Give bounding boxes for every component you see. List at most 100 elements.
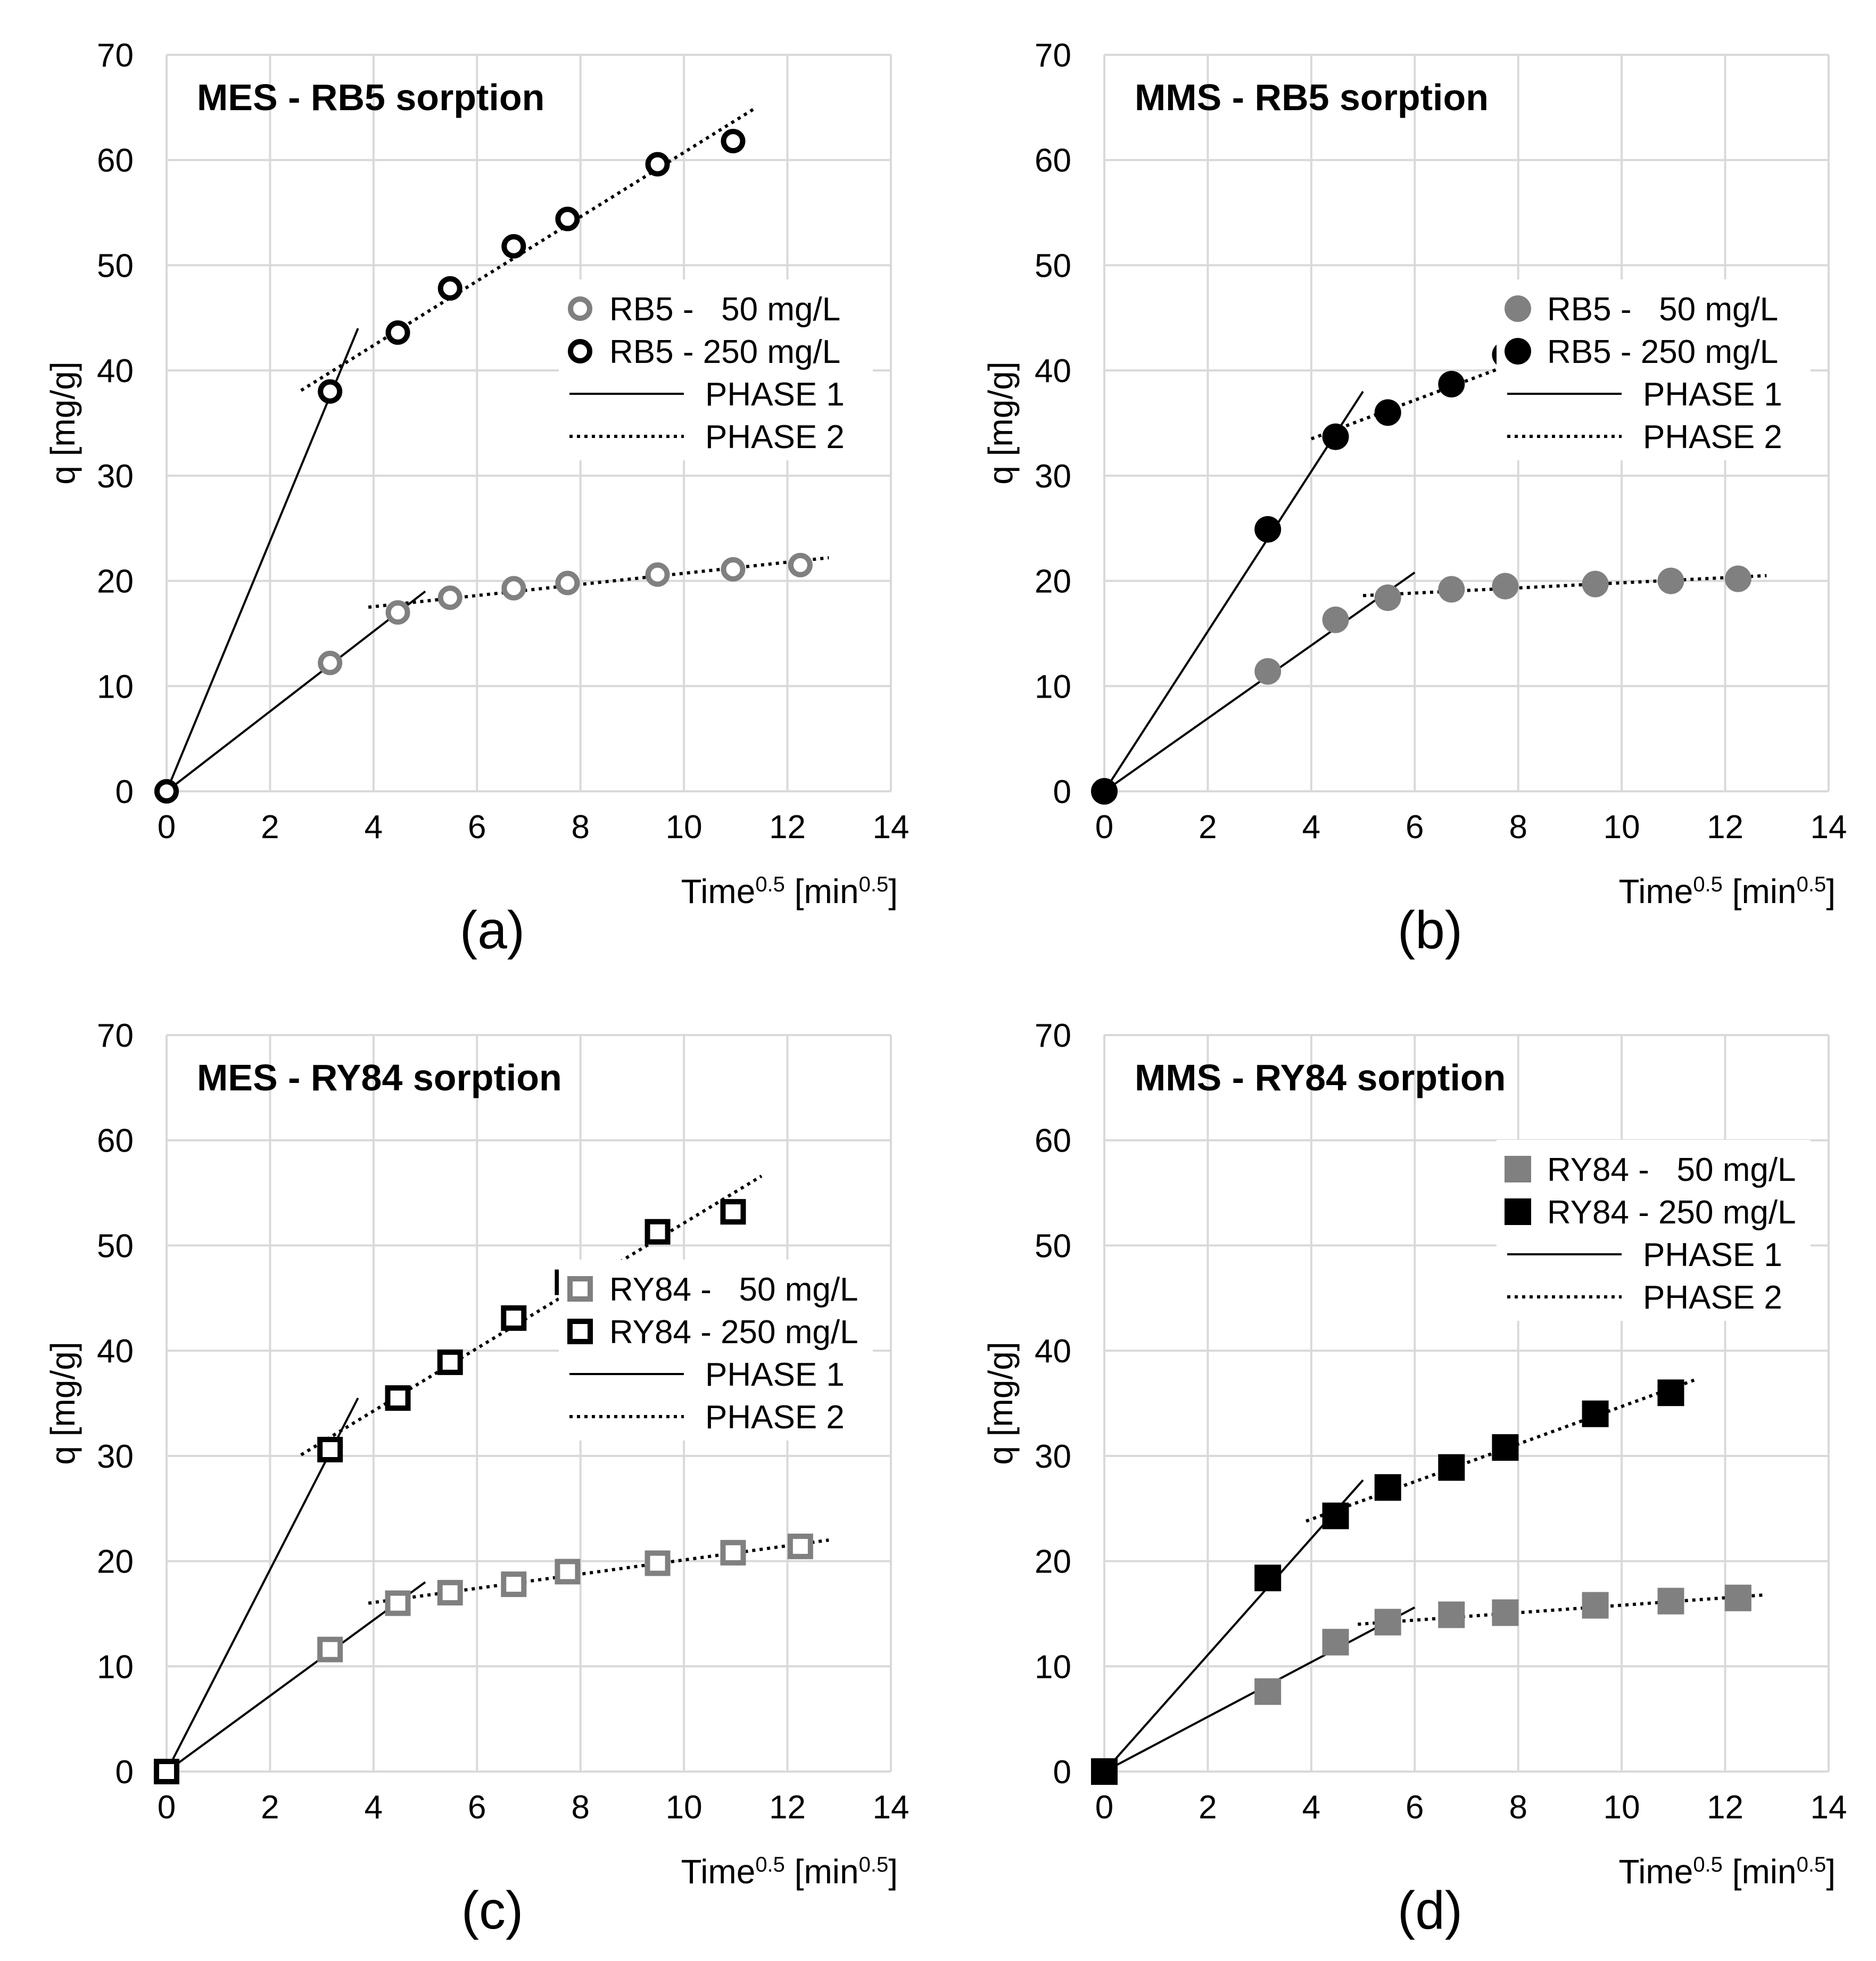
x-tick-label: 12	[1707, 1789, 1743, 1826]
y-tick-label: 10	[1035, 1649, 1071, 1685]
x-tick-label: 8	[1509, 809, 1527, 846]
data-point	[385, 1385, 411, 1411]
data-point	[555, 570, 580, 595]
data-point	[1657, 1587, 1684, 1615]
x-tick-label: 4	[1302, 809, 1320, 846]
legend: RB5 - 50 mg/L RB5 - 250 mg/L PHASE 1 PHASE …	[559, 279, 873, 460]
x-tick-label: 6	[468, 809, 486, 846]
tick-labels: 0 10 20 30 40 50 60 70 0 2 4 6 8 10 12 14	[97, 1017, 909, 1826]
x-axis-label-sup: 0.5	[755, 873, 785, 896]
data-point	[720, 1540, 746, 1566]
chart-panel-d: 0 10 20 30 40 50 60 70 0 2 4 6 8 10 12 14 q [mg/g] Time0.…	[938, 980, 1876, 1961]
x-axis-label-unit-base: [min	[785, 1852, 859, 1891]
y-tick-label: 70	[97, 1017, 134, 1054]
y-tick-label: 20	[97, 1544, 134, 1581]
x-axis-label-sup: 0.5	[755, 1853, 785, 1876]
y-tick-label: 40	[97, 1333, 134, 1370]
data-point	[1254, 1565, 1282, 1592]
legend-marker	[1505, 1156, 1531, 1182]
legend-label: PHASE 2	[705, 1399, 845, 1436]
x-tick-label: 12	[769, 809, 806, 846]
data-point	[501, 576, 526, 601]
x-tick-label: 0	[1095, 809, 1113, 846]
x-tick-label: 12	[1707, 809, 1743, 846]
data-point	[644, 1550, 671, 1576]
panel-label: (d)	[1398, 1881, 1462, 1940]
x-axis-label: Time0.5 [min0.5]	[681, 1852, 898, 1891]
data-point	[555, 206, 580, 231]
x-tick-label: 6	[1406, 1789, 1424, 1826]
phase-2-fit-line	[300, 1174, 763, 1457]
data-point	[501, 1305, 527, 1331]
data-point	[437, 1349, 463, 1375]
series-50-mg-l	[154, 1533, 813, 1784]
data-point	[501, 234, 526, 259]
data-point	[1492, 1599, 1519, 1626]
x-axis-label-base: Time	[681, 1852, 755, 1891]
legend-background	[1497, 279, 1811, 460]
x-axis-label: Time0.5 [min0.5]	[681, 872, 898, 911]
data-point	[1322, 1628, 1349, 1656]
data-point	[154, 779, 179, 804]
legend-label: PHASE 2	[1643, 419, 1782, 456]
x-axis-label-base: Time	[1618, 872, 1693, 911]
legend-background	[1497, 1140, 1811, 1321]
data-point	[1582, 1592, 1609, 1619]
series-50-mg-l	[1091, 1584, 1751, 1785]
series-250-mg-l	[1091, 1379, 1684, 1785]
x-tick-label: 12	[769, 1789, 806, 1826]
y-axis-label: q [mg/g]	[981, 1342, 1020, 1464]
x-tick-label: 14	[873, 1789, 910, 1826]
x-tick-label: 10	[1604, 809, 1640, 846]
x-tick-label: 10	[1604, 1789, 1640, 1826]
panel-label: (b)	[1398, 900, 1462, 960]
legend-marker	[567, 1276, 593, 1302]
x-tick-label: 2	[261, 809, 279, 846]
data-point	[1438, 370, 1465, 398]
x-tick-label: 6	[468, 1789, 486, 1826]
panel-label: (c)	[461, 1881, 524, 1940]
x-axis-label-unit-base: [min	[1723, 872, 1797, 911]
x-axis-label-unit-base: [min	[785, 872, 859, 911]
phase-2-fit-line	[368, 556, 829, 609]
legend-label: RY84 - 250 mg/L	[609, 1314, 858, 1351]
phase-1-fit-line	[166, 1581, 426, 1773]
data-point	[721, 557, 746, 582]
y-tick-label: 10	[1035, 668, 1071, 705]
x-tick-label: 4	[365, 1789, 383, 1826]
y-tick-label: 60	[97, 1123, 134, 1160]
x-tick-label: 8	[571, 809, 589, 846]
x-tick-label: 0	[1095, 1789, 1113, 1826]
x-axis-label-unit-sup: 0.5	[1797, 1853, 1827, 1876]
y-tick-label: 70	[97, 37, 134, 74]
x-axis-label-unit-sup: 0.5	[859, 873, 889, 896]
panel-label: (a)	[460, 900, 525, 960]
legend: RY84 - 50 mg/L RY84 - 250 mg/L PHASE 1 PHAS…	[1497, 1140, 1811, 1321]
y-tick-label: 10	[97, 1649, 134, 1685]
legend-marker	[567, 1319, 593, 1344]
chart-title: MMS - RB5 sorption	[1135, 77, 1489, 118]
chart-title: MES - RB5 sorption	[197, 77, 544, 118]
legend-label: PHASE 1	[705, 1356, 845, 1393]
data-point	[1374, 1474, 1401, 1501]
y-tick-label: 40	[1035, 1333, 1071, 1370]
chart-panel-c: 0 10 20 30 40 50 60 70 0 2 4 6 8 10 12 14 q [mg/g] Time0.…	[0, 980, 938, 1961]
data-point	[1322, 423, 1349, 450]
legend-marker	[568, 339, 592, 363]
y-tick-label: 10	[97, 668, 134, 705]
data-point	[1091, 778, 1118, 805]
phase-2-fit-line	[1362, 574, 1767, 598]
data-point	[1091, 1758, 1118, 1785]
data-point	[1374, 1609, 1401, 1636]
x-axis-label-base: Time	[1618, 1852, 1693, 1891]
tick-labels: 0 10 20 30 40 50 60 70 0 2 4 6 8 10 12 14	[1035, 1017, 1847, 1826]
legend-label: RY84 - 50 mg/L	[1547, 1152, 1796, 1188]
data-point	[317, 1436, 343, 1462]
data-point	[645, 152, 670, 177]
data-point	[318, 379, 343, 404]
x-tick-label: 8	[1509, 1789, 1527, 1826]
legend-background	[559, 1260, 873, 1441]
data-point	[1438, 1454, 1465, 1481]
data-point	[437, 276, 462, 301]
legend-marker	[1505, 338, 1531, 365]
